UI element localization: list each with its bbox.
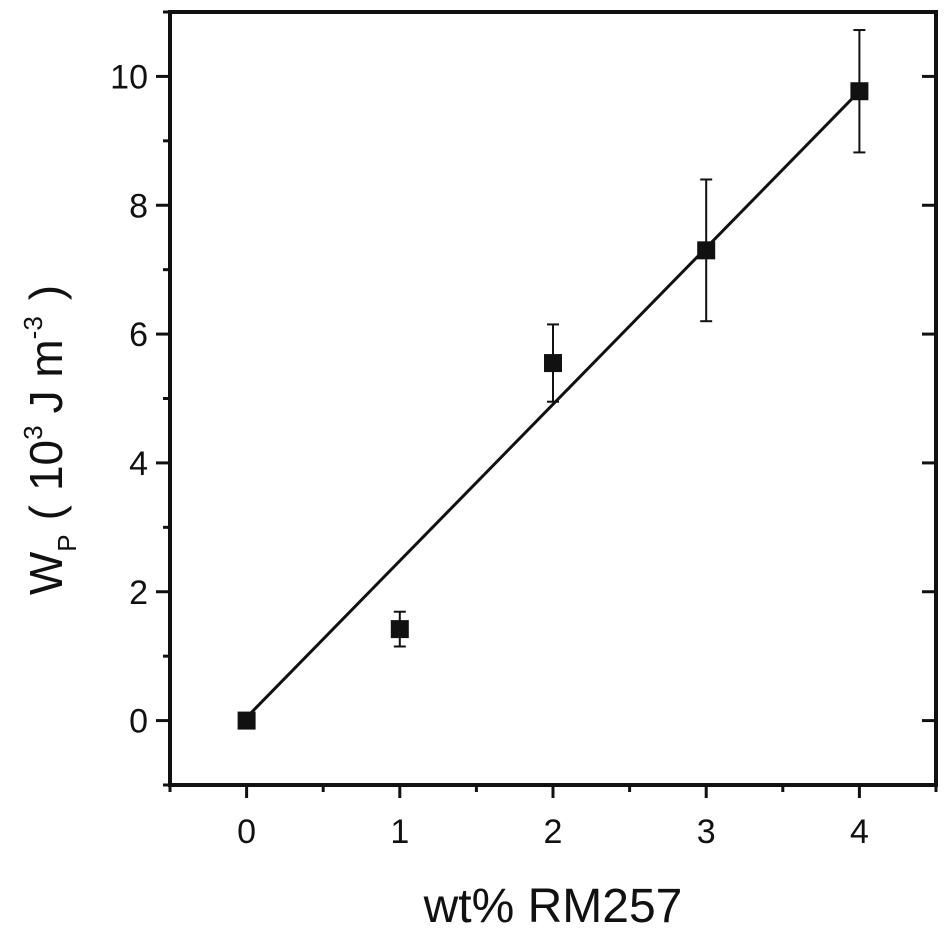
y-label-unit-prefix: 10 bbox=[20, 440, 72, 491]
y-label-open-paren: ( bbox=[20, 504, 72, 520]
fit-line bbox=[245, 90, 861, 719]
data-point bbox=[697, 241, 716, 260]
data-points bbox=[237, 29, 869, 730]
data-point bbox=[850, 82, 869, 101]
x-tick-label: 1 bbox=[390, 813, 409, 851]
y-label-base: W bbox=[20, 551, 72, 595]
data-point bbox=[237, 711, 256, 730]
y-tick-label: 6 bbox=[129, 316, 148, 354]
y-tick-label: 4 bbox=[129, 445, 148, 483]
y-label-unit-prefix-exp: 3 bbox=[18, 425, 48, 439]
y-tick-label: 2 bbox=[129, 574, 148, 612]
svg-text:WP(103J m-3): WP (103 J m-3) bbox=[18, 285, 82, 595]
y-tick-label: 10 bbox=[110, 58, 148, 96]
x-axis-label: wt% RM257 bbox=[423, 880, 683, 933]
axes: 0 1 2 3 4 0 2 4 6 8 10 bbox=[110, 10, 938, 851]
y-axis-label: WP (103 J m-3) bbox=[18, 285, 82, 595]
x-tick-label: 0 bbox=[237, 813, 256, 851]
y-label-subscript: P bbox=[52, 534, 82, 551]
y-label-close-paren: ) bbox=[20, 285, 72, 300]
data-point bbox=[390, 620, 409, 639]
x-tick-label: 4 bbox=[850, 813, 869, 851]
y-tick-label: 8 bbox=[129, 187, 148, 225]
x-tick-label: 2 bbox=[544, 813, 563, 851]
x-tick-label: 3 bbox=[697, 813, 716, 851]
y-label-unit-body-exp: -3 bbox=[18, 316, 48, 339]
y-label-unit-body: J m bbox=[20, 339, 72, 413]
y-tick-label: 0 bbox=[129, 703, 148, 741]
data-point bbox=[544, 354, 562, 373]
fit-line-group bbox=[245, 90, 861, 719]
